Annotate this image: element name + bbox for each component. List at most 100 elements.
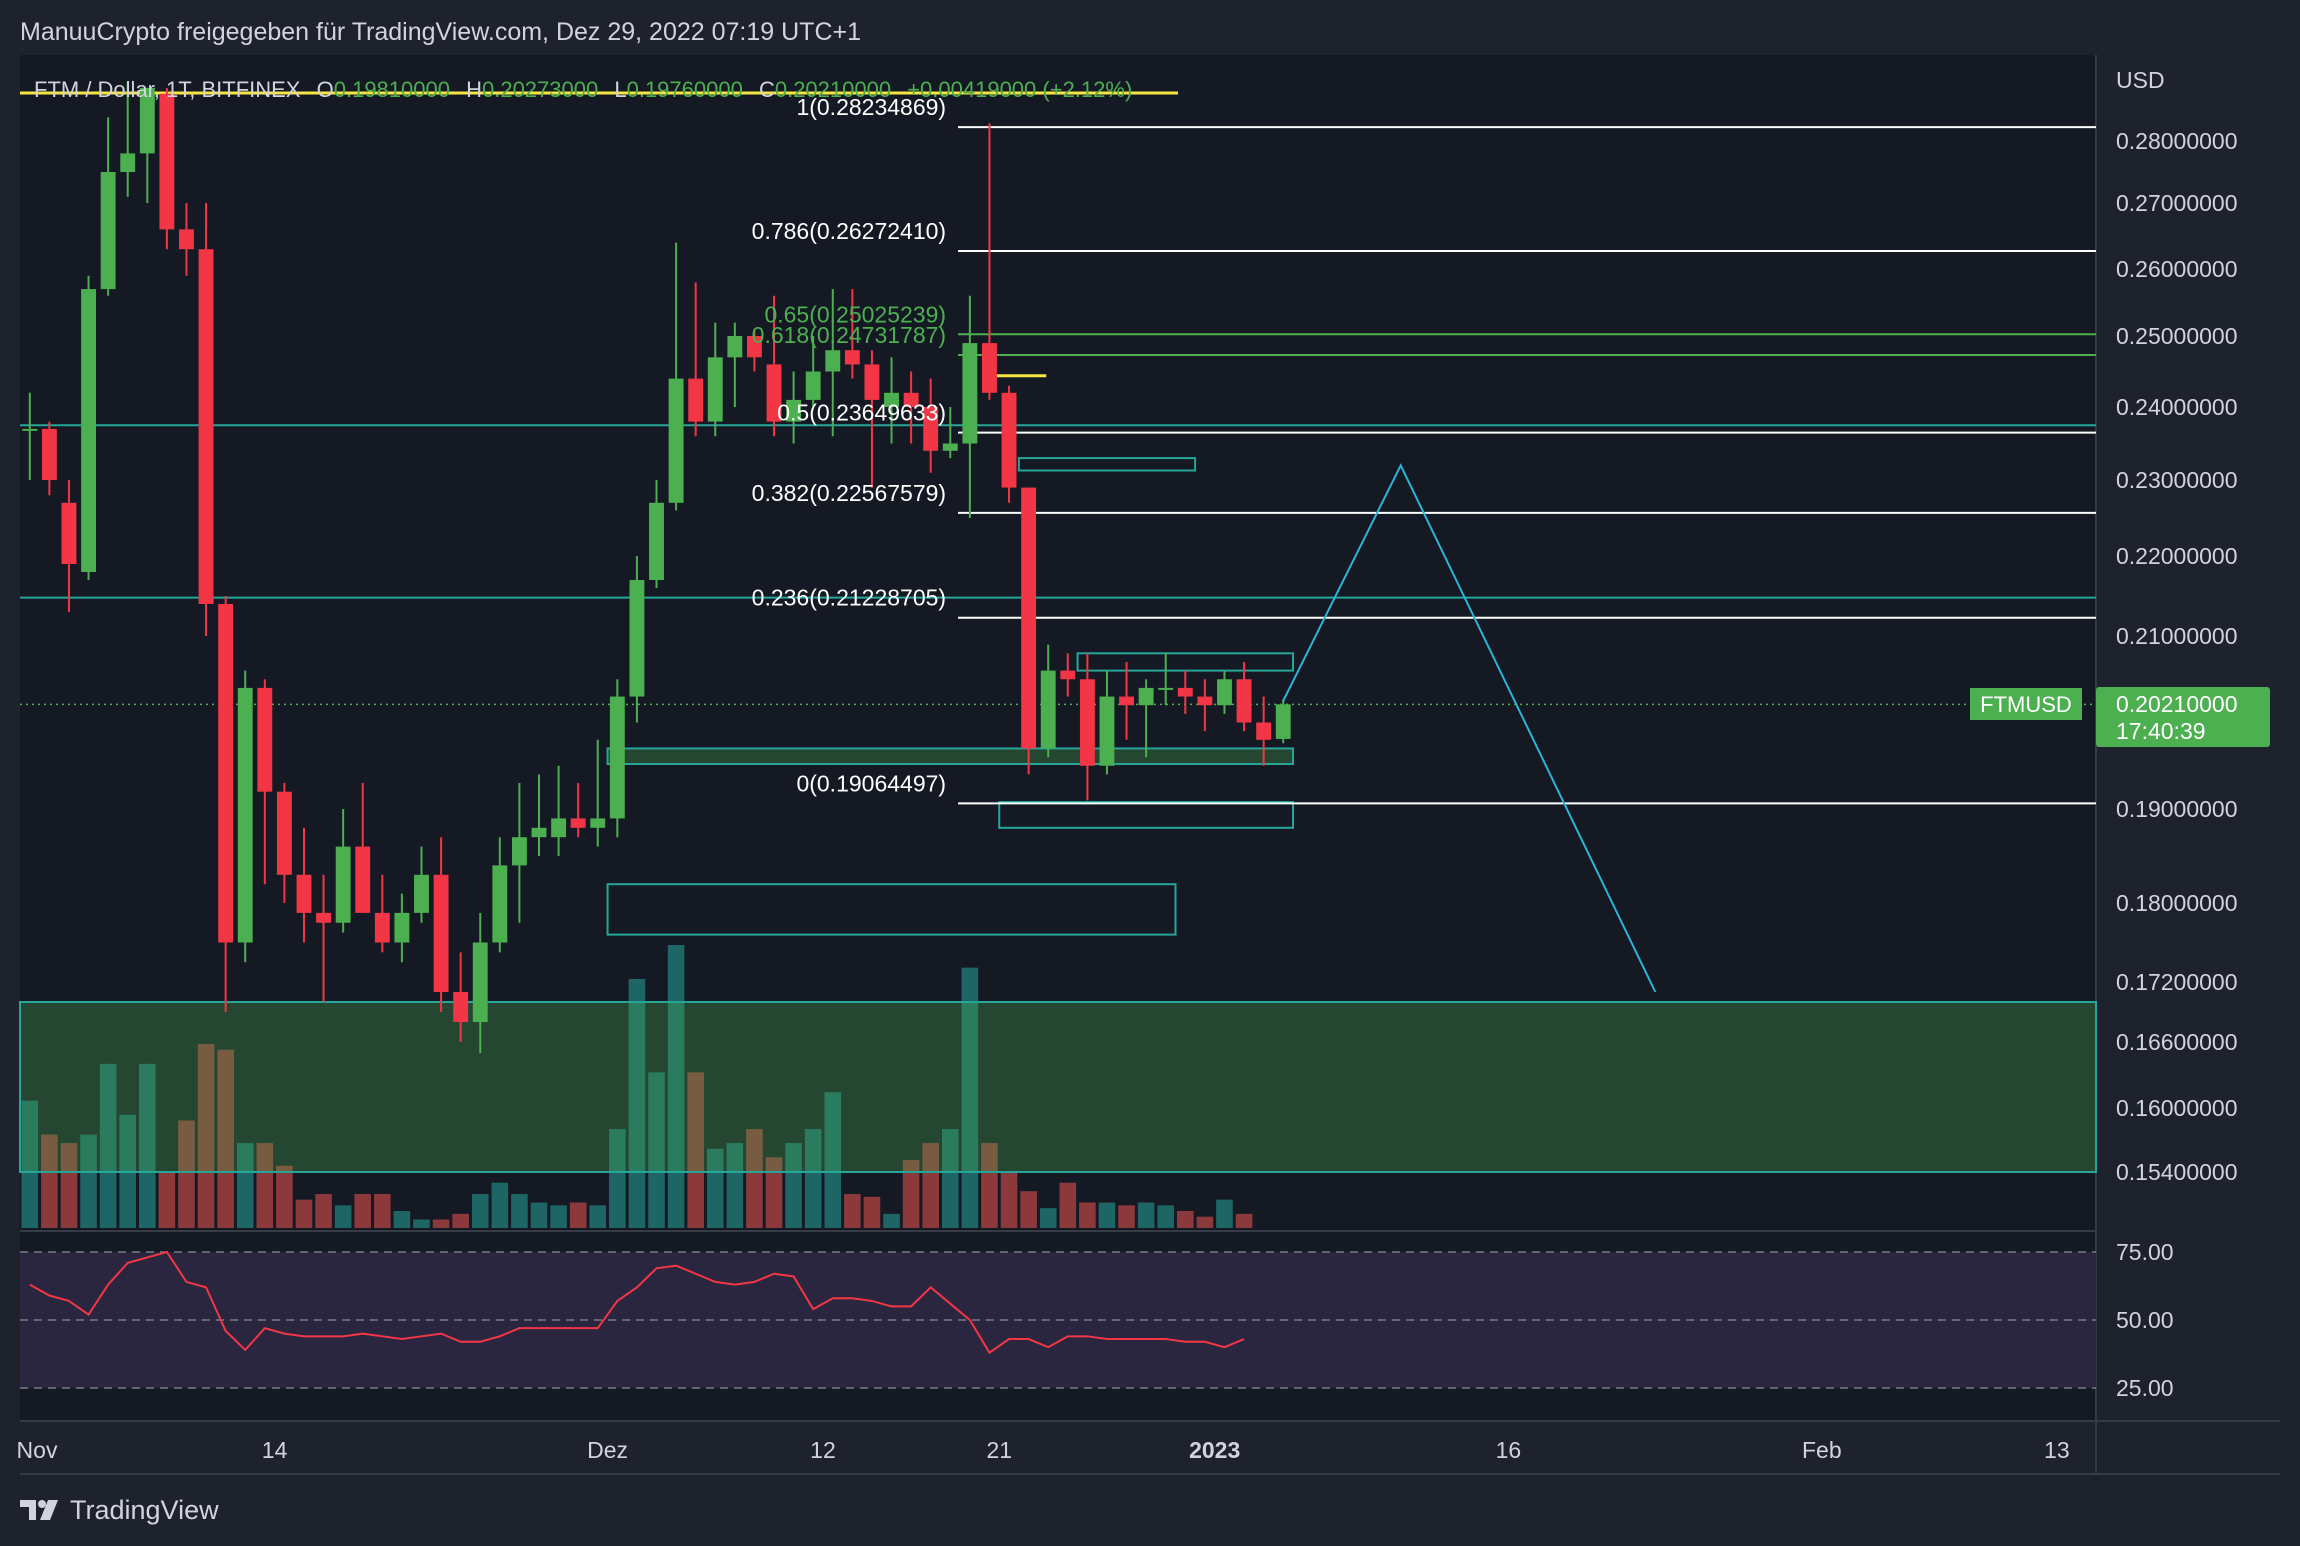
candle-body <box>492 865 508 943</box>
candle-body <box>707 357 723 422</box>
candle-body <box>41 428 57 480</box>
candle-body <box>414 874 429 913</box>
price-axis-tick: 0.27000000 <box>2116 190 2238 216</box>
candle-body <box>1158 687 1174 690</box>
zone-box <box>606 747 1295 766</box>
time-axis-label: 21 <box>986 1437 1012 1463</box>
candle-body <box>570 818 586 828</box>
volume-bar <box>295 1199 313 1228</box>
candle-body <box>923 407 939 451</box>
volume-bar <box>1098 1202 1116 1228</box>
volume-bar <box>785 1143 802 1228</box>
candle-body <box>609 696 625 819</box>
candle-body <box>159 93 175 230</box>
zone-box <box>606 883 1177 936</box>
rsi-axis-tick: 25.00 <box>2116 1375 2174 1401</box>
symbol-tag: FTMUSD <box>1980 692 2072 717</box>
candle-body <box>668 378 684 503</box>
volume-bar <box>374 1194 391 1228</box>
volume-bar <box>354 1194 372 1228</box>
candle-body <box>453 992 469 1022</box>
candle-body <box>629 580 645 697</box>
candle-body <box>982 343 997 393</box>
volume-bar <box>569 1202 587 1228</box>
candle-body <box>1177 687 1193 697</box>
time-axis-label: 12 <box>810 1437 836 1463</box>
candle-body <box>864 364 880 400</box>
volume-bar <box>687 1072 704 1228</box>
volume-bar <box>726 1143 744 1228</box>
volume-bar <box>197 1044 215 1228</box>
symbol-tag-bg <box>1970 688 2082 720</box>
candle-body <box>198 249 214 604</box>
volume-bar <box>648 1072 665 1228</box>
candle-body <box>825 350 841 372</box>
price-axis-tick: 0.16000000 <box>2116 1095 2238 1121</box>
candle-body <box>531 827 547 838</box>
legend-h-value: 0.20273000 <box>482 77 598 102</box>
volume-bar <box>550 1205 567 1228</box>
time-axis[interactable]: Nov 14 Dez 12 21 2023 16 Feb 13 <box>17 1437 2070 1463</box>
candle-body <box>1099 696 1115 766</box>
volume-bar <box>99 1063 117 1228</box>
volume-bar <box>530 1202 548 1228</box>
volume-bars <box>21 945 1253 1228</box>
volume-bar <box>628 978 646 1228</box>
volume-bar <box>824 1092 842 1228</box>
candles-layer <box>22 82 1291 1053</box>
price-axis-tick: 0.18000000 <box>2116 890 2238 916</box>
projection-path <box>1282 463 1657 993</box>
price-axis-tick: 0.16600000 <box>2116 1029 2238 1055</box>
zone-box <box>1017 457 1197 472</box>
legend-text: FTM / Dollar, 1T, BITFINEX O0.19810000 H… <box>34 77 1132 102</box>
candle-body <box>296 874 312 913</box>
candle-body <box>649 502 664 580</box>
rsi-line <box>29 1250 1245 1355</box>
volume-bar <box>452 1213 469 1228</box>
volume-bar <box>158 1171 176 1228</box>
volume-bar <box>902 1160 920 1228</box>
candle-body <box>139 87 155 154</box>
price-tag-value: 0.20210000 <box>2116 691 2238 717</box>
volume-bar <box>217 1049 234 1228</box>
price-tag-countdown: 17:40:39 <box>2116 718 2206 744</box>
fib-label: 0.236(0.21228705) <box>752 585 946 611</box>
candle-body <box>81 289 96 572</box>
volume-bar <box>471 1194 489 1228</box>
zone-box <box>998 801 1295 829</box>
volume-bar <box>511 1194 528 1228</box>
price-axis-tick: 0.17200000 <box>2116 969 2238 995</box>
candle-body <box>22 428 38 431</box>
volume-bar <box>1177 1211 1194 1228</box>
volume-bar <box>178 1120 195 1228</box>
price-axis[interactable]: USD 75.00 50.00 25.00 0.28000000 0.27000000 0… <box>2116 67 2238 1401</box>
candle-body <box>374 912 390 943</box>
candle-body <box>1275 704 1291 739</box>
fib-label: 1(0.28234869) <box>796 94 946 120</box>
candle-body <box>1217 679 1232 706</box>
volume-bar <box>1235 1213 1253 1228</box>
ohlc-legend: FTM / Dollar, 1T, BITFINEX O0.19810000 H… <box>34 77 1132 102</box>
time-axis-label: 13 <box>2044 1437 2070 1463</box>
volume-bar <box>315 1194 332 1228</box>
candle-body <box>100 172 116 290</box>
projection-layer <box>1282 463 1657 993</box>
time-axis-label: 14 <box>262 1437 288 1463</box>
candle-body <box>1021 487 1037 749</box>
candle-body <box>903 392 919 407</box>
volume-bar <box>1059 1182 1077 1228</box>
volume-bar <box>1216 1199 1233 1228</box>
candle-body <box>1119 696 1134 706</box>
candle-body <box>355 846 371 913</box>
volume-bar <box>609 1128 626 1228</box>
candle-body <box>179 229 194 250</box>
candle-body <box>746 336 762 358</box>
candle-body <box>257 687 273 792</box>
volume-bar <box>1020 1191 1037 1228</box>
fib-label: 0.5(0.23649633) <box>777 400 946 426</box>
price-axis-tick: 0.23000000 <box>2116 467 2238 493</box>
candle-body <box>1256 722 1272 740</box>
volume-bar <box>706 1148 724 1228</box>
price-axis-tick: 0.15400000 <box>2116 1159 2238 1185</box>
